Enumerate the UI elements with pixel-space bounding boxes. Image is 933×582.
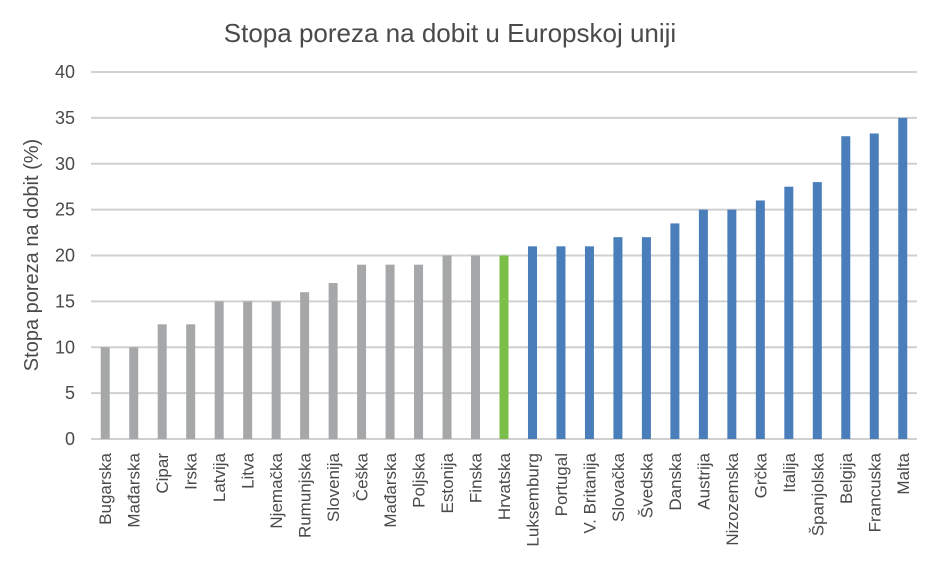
- y-tick-label: 20: [55, 246, 75, 266]
- y-tick-label: 40: [55, 62, 75, 82]
- bar: [641, 237, 651, 439]
- x-category-label: Estonija: [438, 452, 457, 513]
- x-category-label: Slovačka: [609, 452, 628, 522]
- y-tick-label: 5: [65, 383, 75, 403]
- bar: [613, 237, 623, 439]
- bar: [499, 255, 509, 439]
- x-category-label: Grčka: [751, 452, 770, 498]
- x-category-label: Švedska: [637, 452, 656, 518]
- bar: [271, 301, 281, 439]
- bar: [812, 182, 822, 439]
- x-category-label: Latvija: [210, 452, 229, 502]
- y-axis-label: Stopa poreza na dobit (%): [21, 139, 43, 371]
- x-category-label: Hrvatska: [495, 452, 514, 520]
- y-tick-label: 10: [55, 337, 75, 357]
- bar: [157, 324, 167, 439]
- y-tick-label: 0: [65, 429, 75, 449]
- x-category-label: Belgija: [837, 452, 856, 504]
- x-category-label: Francuska: [865, 452, 884, 532]
- bar: [784, 186, 794, 439]
- x-category-label: Češka: [353, 452, 372, 501]
- bars: [100, 117, 908, 439]
- bar: [556, 246, 566, 439]
- bar: [243, 301, 253, 439]
- bar: [670, 223, 680, 439]
- x-category-label: Slovenija: [324, 452, 343, 522]
- bar: [755, 200, 765, 439]
- bar: [414, 264, 424, 439]
- x-category-label: Litva: [239, 452, 258, 488]
- bar: [869, 133, 879, 439]
- bar: [357, 264, 367, 439]
- chart-title: Stopa poreza na dobit u Europskoj uniji: [224, 18, 676, 48]
- bar: [186, 324, 196, 439]
- x-category-label: Mađarska: [381, 452, 400, 527]
- bar: [527, 246, 537, 439]
- y-tick-label: 35: [55, 108, 75, 128]
- x-category-label: Španjolska: [808, 452, 827, 536]
- bar: [898, 117, 908, 439]
- x-category-label: Njemačka: [267, 452, 286, 528]
- bar: [385, 264, 395, 439]
- x-category-label: Rumunjska: [296, 452, 315, 538]
- x-category-label: Finska: [467, 452, 486, 503]
- x-category-label: Portugal: [552, 453, 571, 516]
- bar: [442, 255, 452, 439]
- bar: [698, 209, 708, 439]
- y-tick-label: 30: [55, 154, 75, 174]
- x-category-label: Poljska: [410, 452, 429, 507]
- bar: [841, 136, 851, 439]
- x-category-label: Danska: [666, 452, 685, 510]
- bar: [584, 246, 594, 439]
- x-category-label: Mađarska: [125, 452, 144, 527]
- x-category-label: Austrija: [694, 452, 713, 509]
- bar: [328, 283, 338, 439]
- bar: [727, 209, 737, 439]
- bar: [214, 301, 224, 439]
- bar: [471, 255, 481, 439]
- x-category-label: Cipar: [153, 453, 172, 494]
- x-category-label: Bugarska: [96, 452, 115, 524]
- x-category-label: Malta: [894, 452, 913, 494]
- bar: [129, 347, 139, 439]
- y-tick-label: 25: [55, 200, 75, 220]
- x-category-label: Nizozemska: [723, 452, 742, 545]
- y-tick-label: 15: [55, 291, 75, 311]
- x-category-label: Irska: [182, 452, 201, 489]
- bar: [100, 347, 110, 439]
- x-axis-labels: Bugarska Mađarska Cipar Irska Latvija Litva Nj…: [96, 452, 913, 546]
- bar: [300, 292, 310, 439]
- x-category-label: V. Britanija: [580, 452, 599, 533]
- x-category-label: Luksemburg: [523, 453, 542, 547]
- y-axis-ticks: 0 5 10 15 20 25 30 35 40: [55, 62, 75, 449]
- x-category-label: Italija: [780, 452, 799, 492]
